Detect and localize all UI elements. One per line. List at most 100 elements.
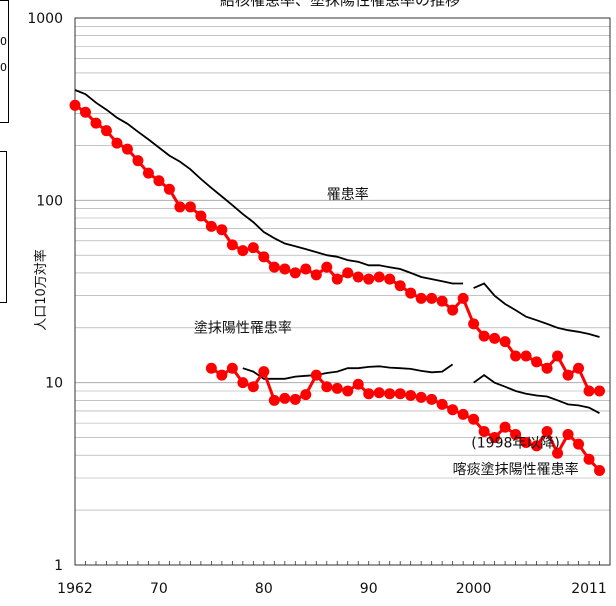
data-point bbox=[268, 261, 280, 273]
data-point bbox=[352, 271, 364, 283]
data-point bbox=[436, 295, 448, 307]
chart-title: 結核罹患率、塗抹陽性罹患率の推移 bbox=[220, 0, 460, 9]
data-point bbox=[342, 267, 354, 279]
data-point bbox=[520, 350, 532, 362]
data-point bbox=[279, 263, 291, 275]
x-tick-label: 2011 bbox=[571, 581, 607, 597]
data-point bbox=[237, 377, 249, 389]
x-tick-label: 80 bbox=[255, 581, 273, 597]
x-tick-label: 90 bbox=[360, 581, 378, 597]
data-point bbox=[205, 362, 217, 374]
data-point bbox=[100, 125, 112, 137]
data-point bbox=[457, 292, 469, 304]
data-point bbox=[205, 220, 217, 232]
inset-tick-label: 0 bbox=[0, 35, 7, 48]
data-point bbox=[373, 271, 385, 283]
y-tick-label: 1000 bbox=[27, 11, 63, 27]
data-point bbox=[216, 369, 228, 381]
data-point bbox=[499, 421, 511, 433]
data-point bbox=[342, 385, 354, 397]
data-point bbox=[552, 447, 564, 459]
data-point bbox=[415, 292, 427, 304]
annotation: 喀痰塗抹陽性罹患率 bbox=[453, 461, 579, 478]
data-point bbox=[436, 398, 448, 410]
series-line-black-line-upper bbox=[473, 282, 600, 338]
data-point bbox=[478, 425, 490, 437]
data-point bbox=[562, 428, 574, 440]
data-point bbox=[594, 385, 606, 397]
data-point bbox=[247, 242, 259, 254]
data-point bbox=[226, 239, 238, 251]
data-point bbox=[394, 280, 406, 292]
partial-inset-box-top: 0 0 bbox=[0, 0, 9, 123]
data-point bbox=[415, 391, 427, 403]
data-point bbox=[69, 99, 81, 111]
data-point bbox=[237, 245, 249, 257]
data-point bbox=[352, 378, 364, 390]
axes bbox=[74, 17, 611, 566]
data-point bbox=[247, 381, 259, 393]
data-point bbox=[583, 453, 595, 465]
data-point bbox=[457, 408, 469, 420]
annotation: (1998年以降) bbox=[471, 436, 560, 452]
data-point bbox=[468, 413, 480, 425]
y-axis-label: 人口10万対率 bbox=[33, 249, 49, 331]
data-point bbox=[510, 428, 522, 440]
data-point bbox=[79, 106, 91, 118]
data-point bbox=[531, 440, 543, 452]
data-point bbox=[363, 388, 375, 400]
series-line-red-markers-upper bbox=[74, 104, 600, 393]
data-point bbox=[331, 382, 343, 394]
data-point bbox=[541, 425, 553, 437]
data-point bbox=[163, 183, 175, 195]
data-point bbox=[268, 394, 280, 406]
data-point bbox=[562, 369, 574, 381]
data-point bbox=[384, 388, 396, 400]
data-point bbox=[478, 330, 490, 342]
data-point bbox=[363, 273, 375, 285]
data-point bbox=[310, 269, 322, 281]
data-point bbox=[573, 362, 585, 374]
partial-inset-box-bottom bbox=[0, 151, 7, 303]
data-point bbox=[405, 390, 417, 402]
data-point bbox=[279, 392, 291, 404]
data-point bbox=[300, 263, 312, 275]
x-tick-label: 70 bbox=[150, 581, 168, 597]
data-point bbox=[300, 389, 312, 401]
data-point bbox=[426, 292, 438, 304]
x-tick-label: 2000 bbox=[456, 581, 492, 597]
data-point bbox=[426, 393, 438, 405]
tick-labels: 1 10 100 1000 1962 70 80 90 2000 2011 bbox=[27, 11, 606, 597]
data-point bbox=[573, 438, 585, 450]
data-point bbox=[321, 381, 333, 393]
data-point bbox=[489, 332, 501, 344]
data-point bbox=[384, 273, 396, 285]
series-line-black-line-upper bbox=[74, 89, 464, 285]
data-point bbox=[153, 175, 165, 187]
data-point bbox=[499, 336, 511, 348]
y-tick-label: 1 bbox=[54, 558, 63, 574]
series-line-black-line-lower bbox=[473, 373, 600, 414]
annotation: 塗抹陽性罹患率 bbox=[194, 320, 292, 337]
y-tick-label: 10 bbox=[45, 376, 63, 392]
data-point bbox=[541, 362, 553, 374]
data-point bbox=[468, 318, 480, 330]
x-tick-label: 1962 bbox=[57, 581, 93, 597]
data-point bbox=[594, 464, 606, 476]
data-point bbox=[447, 304, 459, 316]
data-point bbox=[394, 388, 406, 400]
data-point bbox=[373, 387, 385, 399]
data-point bbox=[331, 273, 343, 285]
data-point bbox=[195, 210, 207, 222]
data-point bbox=[321, 261, 333, 273]
data-point bbox=[111, 137, 123, 149]
data-point bbox=[226, 362, 238, 374]
data-point bbox=[174, 201, 186, 213]
annotation: 罹患率 bbox=[327, 186, 369, 203]
plot-frame bbox=[74, 17, 611, 566]
data-point bbox=[289, 267, 301, 279]
data-point bbox=[447, 404, 459, 416]
plot-series bbox=[69, 89, 606, 476]
